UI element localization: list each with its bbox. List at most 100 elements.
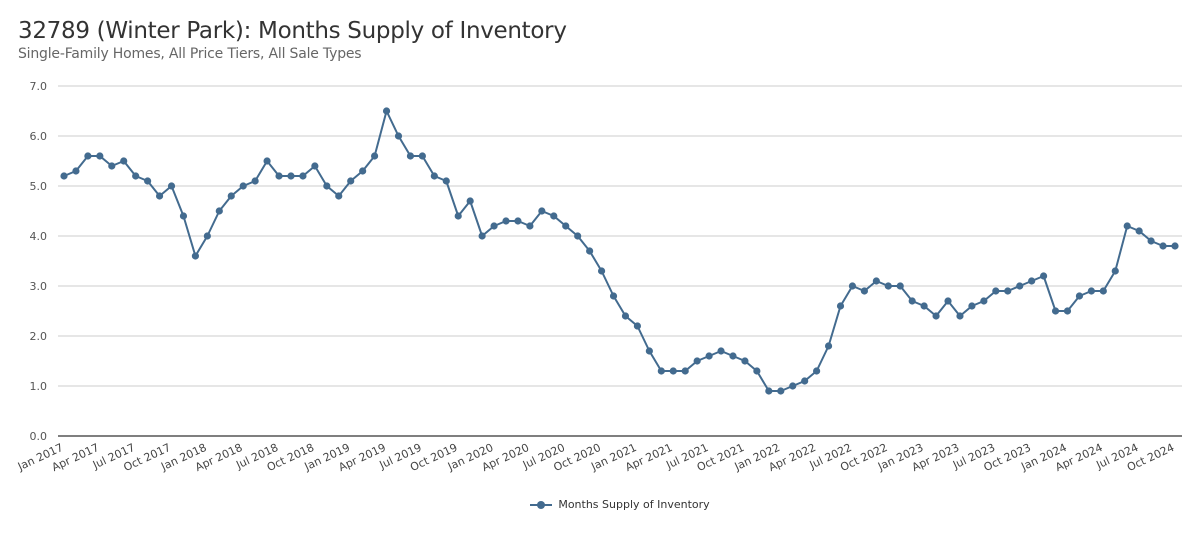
data-point[interactable] xyxy=(263,157,271,165)
data-point[interactable] xyxy=(1123,222,1131,230)
data-point[interactable] xyxy=(1135,227,1143,235)
data-point[interactable] xyxy=(633,322,642,330)
data-point[interactable] xyxy=(179,212,188,220)
data-point[interactable] xyxy=(1087,287,1095,295)
data-point[interactable] xyxy=(824,342,833,350)
data-point[interactable] xyxy=(84,152,92,160)
data-point[interactable] xyxy=(108,162,116,170)
data-point[interactable] xyxy=(1039,272,1048,280)
data-point[interactable] xyxy=(729,352,737,360)
data-point[interactable] xyxy=(191,252,200,260)
data-point[interactable] xyxy=(848,282,857,290)
data-point[interactable] xyxy=(597,267,606,275)
data-point[interactable] xyxy=(418,152,426,160)
data-point[interactable] xyxy=(657,367,665,375)
data-point[interactable] xyxy=(442,177,450,185)
data-point[interactable] xyxy=(215,207,223,215)
data-point[interactable] xyxy=(896,282,904,290)
data-point[interactable] xyxy=(1111,267,1119,275)
data-point[interactable] xyxy=(992,287,1000,295)
data-point[interactable] xyxy=(920,302,928,310)
data-point[interactable] xyxy=(562,222,570,230)
data-point[interactable] xyxy=(574,232,582,240)
data-point[interactable] xyxy=(1016,282,1024,290)
data-point[interactable] xyxy=(586,247,594,255)
data-point[interactable] xyxy=(490,222,498,230)
data-point[interactable] xyxy=(860,287,868,295)
data-point[interactable] xyxy=(884,282,892,290)
data-point[interactable] xyxy=(120,157,128,165)
data-point[interactable] xyxy=(1028,277,1036,285)
data-point[interactable] xyxy=(323,182,331,190)
data-point[interactable] xyxy=(681,367,689,375)
data-point[interactable] xyxy=(932,312,940,320)
data-point[interactable] xyxy=(1004,287,1012,295)
data-point[interactable] xyxy=(335,192,343,200)
data-point[interactable] xyxy=(299,172,307,180)
data-point[interactable] xyxy=(813,367,821,375)
legend-line-marker-icon xyxy=(530,500,553,510)
data-point[interactable] xyxy=(430,172,438,180)
data-point[interactable] xyxy=(669,367,677,375)
data-point[interactable] xyxy=(538,207,546,215)
data-point[interactable] xyxy=(251,177,259,185)
data-point[interactable] xyxy=(371,152,379,160)
data-point[interactable] xyxy=(227,192,235,200)
data-point[interactable] xyxy=(526,222,534,230)
data-point[interactable] xyxy=(502,217,510,225)
data-point[interactable] xyxy=(311,162,319,170)
data-point[interactable] xyxy=(801,377,809,385)
data-point[interactable] xyxy=(741,357,749,365)
data-point[interactable] xyxy=(1099,287,1107,295)
data-point[interactable] xyxy=(394,132,403,140)
data-point[interactable] xyxy=(1159,242,1167,250)
data-point[interactable] xyxy=(72,167,80,175)
y-tick-label: 3.0 xyxy=(30,280,48,293)
data-point[interactable] xyxy=(765,387,773,395)
data-point[interactable] xyxy=(406,152,415,160)
data-point[interactable] xyxy=(980,297,988,305)
data-point[interactable] xyxy=(287,172,295,180)
data-point[interactable] xyxy=(550,212,558,220)
data-point[interactable] xyxy=(1075,292,1084,300)
data-point[interactable] xyxy=(1171,242,1179,250)
data-point[interactable] xyxy=(478,232,486,240)
data-point[interactable] xyxy=(144,177,152,185)
data-point[interactable] xyxy=(717,347,725,355)
data-point[interactable] xyxy=(347,177,355,185)
data-point[interactable] xyxy=(968,302,976,310)
data-point[interactable] xyxy=(454,212,462,220)
data-point[interactable] xyxy=(609,292,618,300)
data-point[interactable] xyxy=(956,312,964,320)
data-point[interactable] xyxy=(777,387,785,395)
legend[interactable]: Months Supply of Inventory xyxy=(0,498,1200,513)
data-point[interactable] xyxy=(60,172,68,180)
data-point[interactable] xyxy=(239,182,247,190)
data-point[interactable] xyxy=(155,192,164,200)
data-point[interactable] xyxy=(466,197,474,205)
data-point[interactable] xyxy=(621,312,630,320)
data-point[interactable] xyxy=(693,357,701,365)
data-point[interactable] xyxy=(96,152,104,160)
data-point[interactable] xyxy=(789,382,797,390)
data-point[interactable] xyxy=(514,217,522,225)
data-point[interactable] xyxy=(359,167,367,175)
data-point[interactable] xyxy=(1063,307,1072,315)
data-point[interactable] xyxy=(167,182,176,190)
data-point[interactable] xyxy=(275,172,283,180)
data-point[interactable] xyxy=(132,172,140,180)
data-point[interactable] xyxy=(908,297,916,305)
data-point[interactable] xyxy=(203,232,211,240)
legend-item[interactable]: Months Supply of Inventory xyxy=(530,498,710,511)
data-point[interactable] xyxy=(382,107,391,115)
data-point[interactable] xyxy=(645,347,653,355)
data-point[interactable] xyxy=(1147,237,1155,245)
data-point[interactable] xyxy=(836,302,845,310)
data-point[interactable] xyxy=(872,277,880,285)
data-point[interactable] xyxy=(1051,307,1060,315)
data-point[interactable] xyxy=(753,367,761,375)
data-point[interactable] xyxy=(944,297,952,305)
data-point[interactable] xyxy=(705,352,713,360)
